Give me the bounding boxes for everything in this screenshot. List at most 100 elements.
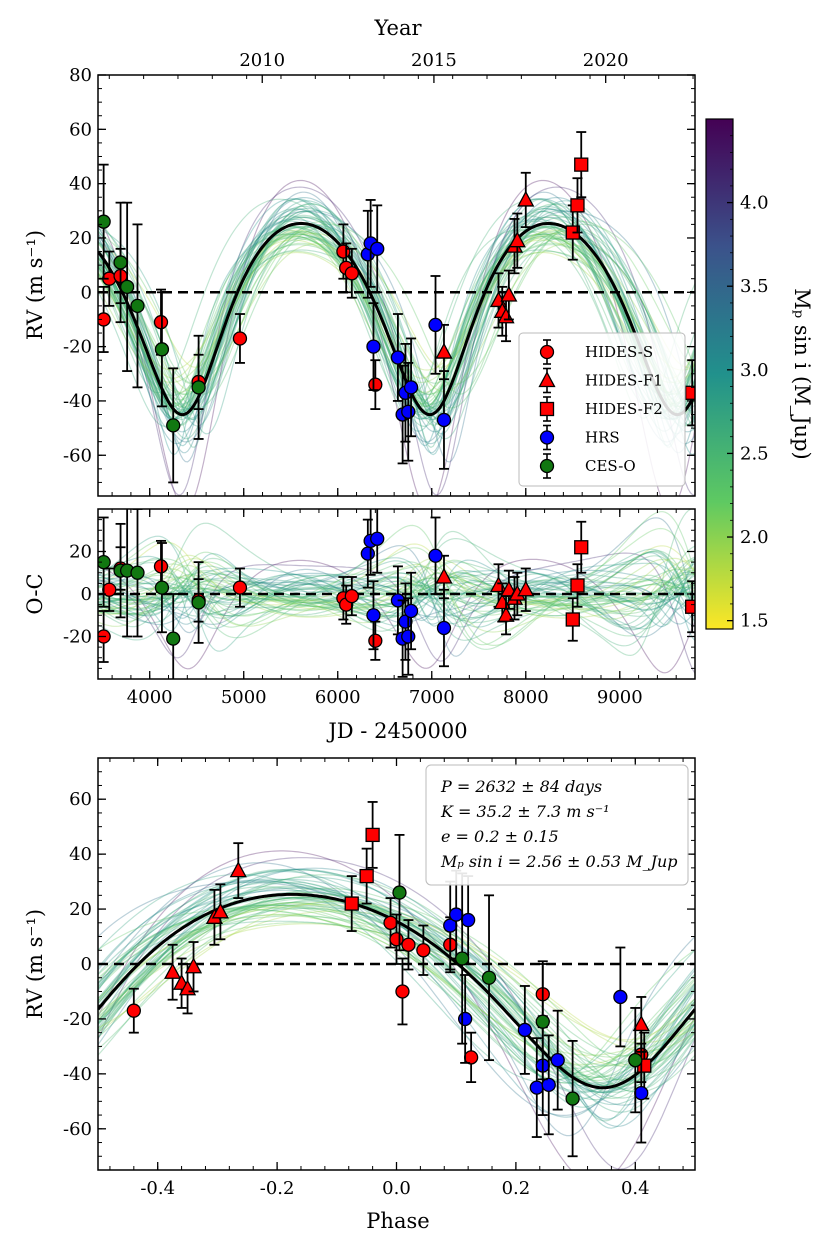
residual-curve: [98, 558, 695, 609]
residual-curve: [98, 522, 695, 628]
data-point-hides-f1: [500, 580, 518, 597]
y-tick-label: -20: [63, 627, 92, 648]
posterior-curve: [98, 868, 695, 1087]
y-tick-label: 80: [69, 65, 92, 86]
y-tick-label: 60: [69, 119, 92, 140]
data-point-hrs: [403, 603, 419, 619]
data-point-hides-f2: [344, 896, 359, 911]
rv-time-panel: 80 60 40 20 0 -20 -40 -60 2010 2015 2020 Year RV …: [23, 16, 696, 497]
posterior-curve: [98, 887, 695, 1127]
data-point-hides-s: [401, 937, 416, 952]
data-point-ces-o: [154, 342, 170, 357]
data-point-hides-f1: [435, 342, 453, 359]
y-axis: 20 0 -20: [63, 508, 695, 680]
data-point-hides-s: [126, 1003, 141, 1018]
posterior-curve: [98, 878, 695, 1093]
legend-box: [518, 332, 686, 487]
data-point-hrs: [401, 629, 416, 644]
legend-label: HIDES-F1: [585, 372, 663, 390]
data-point-ces-o: [154, 580, 170, 595]
data-point-hrs: [436, 412, 452, 428]
residual-curve: [98, 552, 695, 641]
colorbar-tick-label: 3.0: [740, 360, 769, 381]
x-tick-label: 4000: [127, 687, 173, 708]
data-point-hides-f1: [164, 962, 182, 979]
x-tick-label: -0.2: [260, 1178, 295, 1199]
residual-curve: [98, 557, 695, 630]
posterior-curve: [98, 229, 695, 419]
annotation-amplitude: K = 35.2 ± 7.3 m s⁻¹: [440, 802, 610, 821]
data-point-hides-f1: [229, 861, 247, 878]
posterior-curves: [98, 850, 695, 1170]
x-tick-label: 7000: [409, 687, 455, 708]
y-tick-label: 0: [81, 584, 92, 605]
y-tick-label: -40: [63, 391, 92, 412]
posterior-curve: [98, 198, 695, 414]
data-point-hides-f1: [435, 567, 453, 584]
x-axis: -0.4 -0.2 0.0 0.2 0.4: [109, 758, 684, 1199]
x-tick-label: 0.2: [502, 1178, 531, 1199]
y-tick-label: -20: [63, 337, 92, 358]
data-point-hides-f2: [565, 612, 580, 627]
colorbar: 1.5 2.0 2.5 3.0 3.5 4.0 Mₚ sin i (M_Jup): [705, 118, 814, 632]
data-point-hides-f1: [184, 957, 203, 974]
legend-marker: [539, 430, 555, 445]
posterior-curve: [98, 231, 695, 383]
data-point-hides-s: [336, 244, 351, 259]
residual-curve: [98, 581, 695, 607]
data-point-hides-s: [389, 932, 404, 947]
plot-frame: [97, 74, 696, 497]
residual-curve: [98, 535, 695, 652]
x-axis: 4000 5000 6000 7000 8000 9000: [111, 509, 696, 708]
legend-marker: [539, 401, 555, 417]
data-point-ces-o: [113, 255, 128, 270]
data-point-hides-s: [153, 559, 169, 574]
residual-curve: [98, 550, 695, 641]
data-point-ces-o: [191, 380, 206, 395]
data-point-ces-o: [98, 214, 111, 229]
data-point-hides-f2: [685, 385, 695, 400]
residual-curve: [98, 567, 695, 617]
x-tick-label: 5000: [221, 687, 267, 708]
residual-curve: [98, 571, 695, 626]
posterior-curve: [98, 227, 695, 409]
oc-panel: 20 0 -20 4000 5000 6000 7000 8000 9000 O-C JD -…: [23, 508, 696, 743]
data-point-hrs: [634, 1085, 649, 1101]
data-point-hrs: [460, 912, 476, 928]
posterior-curve: [98, 887, 695, 1068]
residual-curve: [98, 572, 695, 605]
colorbar-tick-label: 4.0: [740, 193, 769, 214]
data-point-hides-s: [368, 377, 383, 392]
residual-curve: [98, 541, 695, 606]
x-tick-label: 0.0: [382, 1178, 411, 1199]
data-point-hides-s: [344, 588, 359, 604]
posterior-curve: [98, 198, 695, 394]
x-tick-label: 9000: [597, 687, 643, 708]
y-tick-label: 20: [69, 899, 92, 920]
year-tick-label: 2020: [583, 50, 629, 71]
y-axis-title: O-C: [23, 573, 47, 614]
posterior-curve: [98, 868, 695, 1093]
residual-curve: [98, 573, 695, 603]
colorbar-tick-label: 2.0: [740, 527, 769, 548]
parameter-annotation: P = 2632 ± 84 days K = 35.2 ± 7.3 m s⁻¹ …: [425, 764, 689, 886]
data-point-hrs: [449, 907, 464, 922]
legend-label: HIDES-F2: [585, 400, 663, 418]
data-point-hides-f1: [517, 190, 535, 207]
data-point-hrs: [458, 1011, 473, 1027]
data-point-hrs: [370, 531, 385, 546]
annotation-period: P = 2632 ± 84 days: [440, 777, 602, 796]
data-points: [98, 131, 695, 484]
legend-marker: [539, 344, 555, 360]
posterior-curve: [98, 249, 695, 449]
y-axis-title: RV (m s⁻¹): [23, 230, 47, 340]
year-tick-label: 2015: [411, 50, 457, 71]
data-point-hides-f1: [211, 902, 229, 919]
residual-curve: [98, 565, 695, 641]
legend-marker: [538, 371, 556, 388]
y-axis: 60 40 20 0 -20 -40 -60: [63, 757, 695, 1171]
residual-curve: [98, 517, 695, 657]
posterior-curve: [98, 236, 695, 440]
legend-label: CES-O: [585, 457, 636, 475]
colorbar-title: Mₚ sin i (M_Jup): [790, 288, 814, 459]
